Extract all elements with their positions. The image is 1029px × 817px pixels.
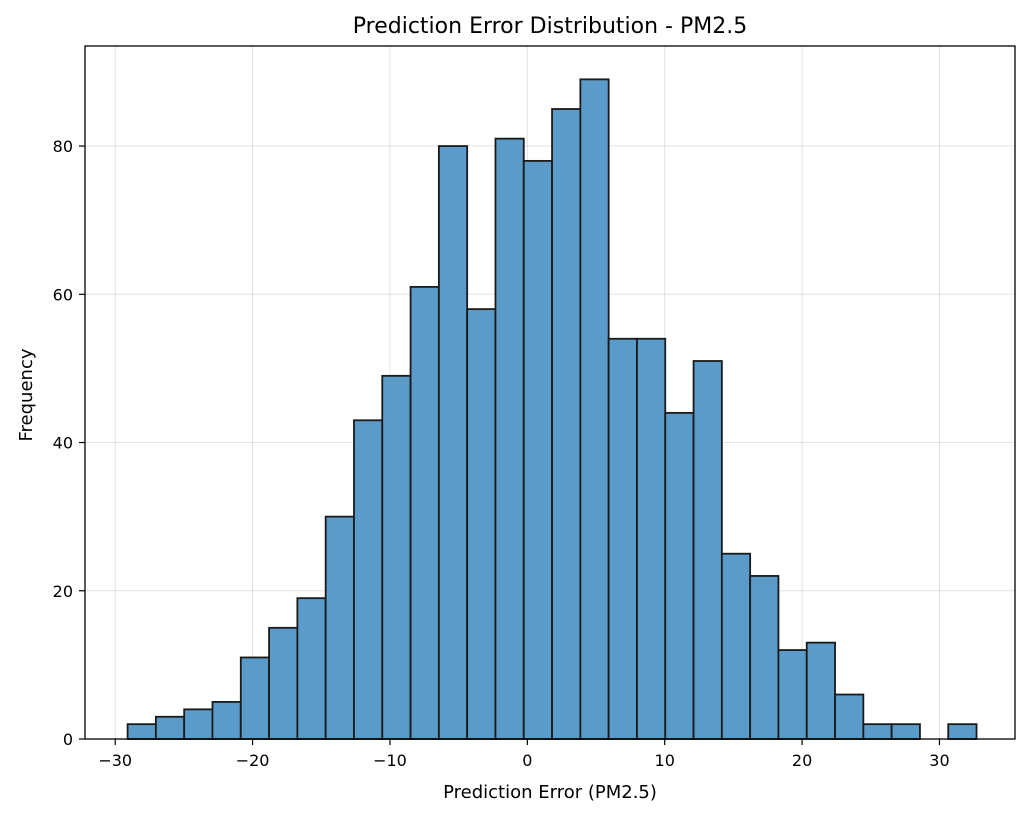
histogram-bar	[522, 159, 553, 740]
chart-title: Prediction Error Distribution - PM2.5	[353, 14, 747, 39]
histogram-bar	[579, 78, 610, 740]
x-tick-label: 30	[929, 751, 949, 770]
histogram-bar	[268, 626, 299, 740]
histogram-bar	[749, 575, 780, 740]
histogram-bar	[947, 723, 978, 740]
histogram-bar	[239, 656, 270, 740]
histogram-bar	[551, 108, 582, 740]
x-tick-label: 20	[792, 751, 812, 770]
histogram-bar	[324, 515, 355, 740]
x-axis-label: Prediction Error (PM2.5)	[443, 782, 657, 803]
histogram-bar	[664, 411, 695, 740]
y-tick-label: 60	[53, 285, 73, 304]
histogram-bar	[720, 552, 752, 740]
histogram-bar	[636, 337, 667, 740]
plot-frame	[84, 45, 1016, 740]
histogram-bar	[183, 708, 214, 740]
y-tick-label: 40	[53, 434, 73, 453]
histogram-bar	[805, 641, 836, 740]
y-axis-label: Frequency	[16, 348, 37, 441]
histogram-bar	[211, 701, 242, 740]
histogram-bar	[692, 360, 723, 740]
y-tick-label: 20	[53, 582, 73, 601]
y-tick-label: 80	[53, 137, 73, 156]
x-tick-label: −10	[373, 751, 407, 770]
histogram-bar	[607, 337, 638, 740]
histogram-bar	[862, 723, 893, 740]
x-tick-label: −30	[98, 751, 132, 770]
x-tick-label: −20	[236, 751, 270, 770]
histogram-bar	[353, 419, 384, 740]
histogram-bar	[777, 649, 808, 740]
histogram-bar	[296, 597, 327, 740]
histogram-bar	[494, 137, 525, 740]
histogram-bar	[409, 285, 440, 740]
histogram-bar	[154, 715, 186, 740]
x-tick-label: 10	[655, 751, 675, 770]
y-tick-label: 0	[63, 730, 73, 749]
histogram-bar	[381, 374, 412, 740]
histogram-bar	[126, 723, 157, 740]
histogram-bar	[890, 723, 921, 740]
histogram-bar	[466, 308, 497, 740]
axis-ticks: −30 −20 −10 0 10 20 30 0 20 40 60 80	[53, 137, 950, 770]
x-tick-label: 0	[522, 751, 532, 770]
histogram-bar	[437, 145, 469, 740]
histogram-bars	[126, 78, 978, 740]
histogram-bar	[834, 693, 865, 740]
